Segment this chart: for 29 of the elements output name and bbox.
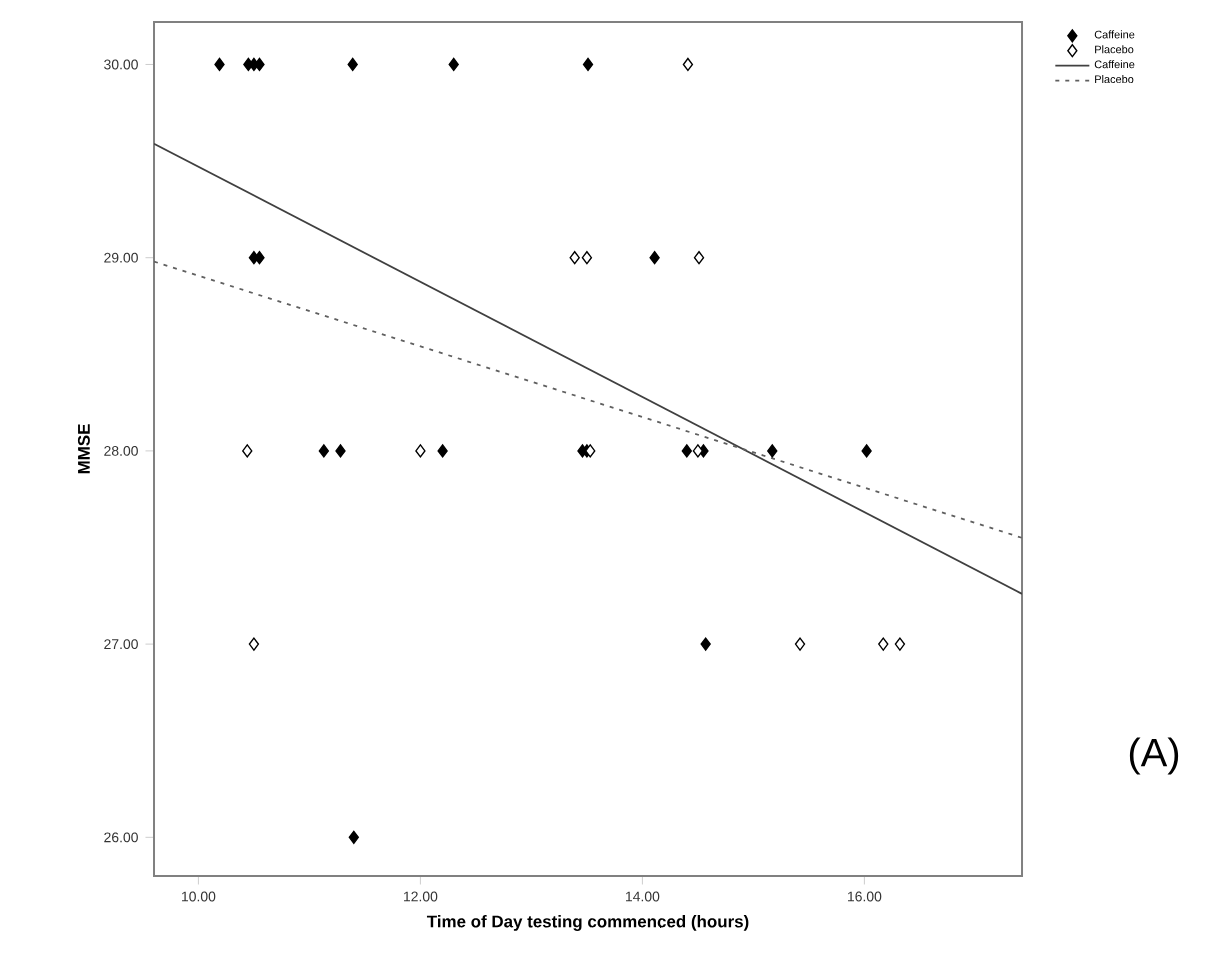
point bbox=[582, 57, 594, 72]
point bbox=[318, 444, 330, 458]
point bbox=[700, 637, 711, 651]
point bbox=[682, 57, 694, 72]
point bbox=[767, 444, 778, 458]
point bbox=[254, 57, 265, 72]
point bbox=[861, 444, 872, 458]
text: (A) bbox=[1129, 737, 1179, 775]
point bbox=[254, 251, 265, 265]
point bbox=[581, 251, 593, 265]
point bbox=[248, 637, 260, 651]
point bbox=[347, 57, 358, 72]
point bbox=[649, 251, 660, 265]
point bbox=[348, 830, 359, 844]
point bbox=[415, 444, 426, 458]
y-axis-title: MMSE bbox=[77, 424, 90, 474]
point bbox=[242, 444, 253, 458]
point bbox=[681, 444, 692, 458]
point bbox=[693, 251, 705, 265]
point bbox=[437, 444, 448, 458]
point bbox=[214, 57, 225, 72]
point bbox=[878, 637, 889, 651]
point bbox=[894, 637, 906, 651]
point bbox=[569, 251, 580, 265]
point bbox=[794, 637, 806, 651]
x-axis-title: Time of Day testing commenced (hours) bbox=[426, 915, 749, 931]
point bbox=[692, 444, 704, 458]
point bbox=[335, 444, 346, 458]
point bbox=[448, 57, 459, 72]
